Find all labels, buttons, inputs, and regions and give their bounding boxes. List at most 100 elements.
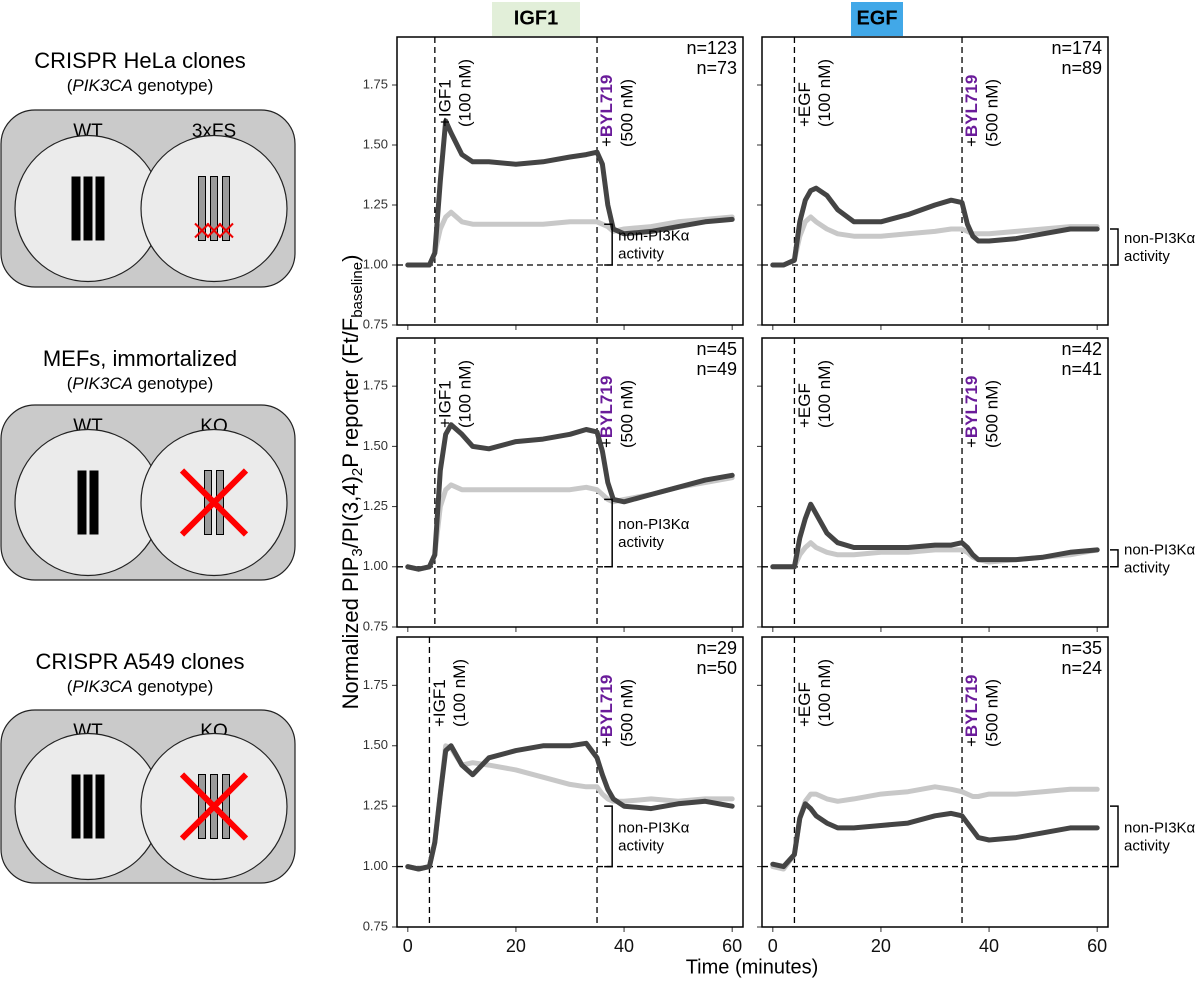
- subtitle-part: genotype): [133, 374, 213, 393]
- bracket-label: non-PI3Kα: [618, 516, 690, 533]
- x-tick-label: 60: [722, 936, 742, 956]
- stim-label: +EGF: [795, 383, 814, 428]
- n-label: n=29: [696, 638, 737, 658]
- series-line: [405, 422, 735, 572]
- stim-label: +IGF1: [430, 679, 449, 727]
- n-label: n=174: [1051, 38, 1102, 58]
- stim-dose: (100 nM): [815, 59, 834, 127]
- inhibitor-dose: (500 nM): [983, 380, 1002, 448]
- inhibitor-label-part: +: [963, 737, 982, 747]
- bracket: [1110, 805, 1119, 868]
- subtitle-part: (: [67, 374, 73, 393]
- bracket-label: activity: [1124, 559, 1170, 576]
- stim-label: +EGF: [795, 82, 814, 127]
- stim-dose: (100 nM): [455, 59, 474, 127]
- series-line: [770, 501, 1100, 570]
- y-tick-label: 1.75: [363, 677, 388, 692]
- chromosome: [83, 774, 93, 839]
- n-label: n=41: [1061, 359, 1102, 379]
- subtitle-part: (: [67, 677, 73, 696]
- bracket-label: non-PI3Kα: [1124, 230, 1196, 247]
- y-label-part: P reporter (Ft/F: [338, 318, 363, 468]
- y-tick-label: 1.00: [363, 256, 388, 271]
- bracket: [604, 223, 613, 266]
- inhibitor-label-part: BYL719: [963, 675, 982, 737]
- inhibitor-label-part: +: [598, 137, 617, 147]
- panel-frame: [761, 636, 1109, 928]
- diagram-subtitle: (PIK3CA genotype): [67, 374, 214, 393]
- chromosome: [71, 774, 81, 839]
- series-line: [405, 743, 735, 872]
- cell: [14, 428, 162, 577]
- bracket-label: activity: [618, 534, 664, 551]
- x-tick-label: 60: [1087, 936, 1107, 956]
- n-label: n=45: [696, 339, 737, 359]
- inhibitor-label: +BYL719: [963, 675, 982, 747]
- y-axis-label: Normalized PIP3/PI(3,4)2P reporter (Ft/F…: [338, 255, 366, 710]
- bracket-label: activity: [1124, 248, 1170, 265]
- y-label-part: Normalized PIP: [338, 557, 363, 710]
- stim-dose: (100 nM): [815, 360, 834, 428]
- panel-frame: [396, 636, 744, 928]
- col-title: EGF: [856, 7, 897, 29]
- knockout-cross: [179, 772, 249, 841]
- bracket-label: non-PI3Kα: [1124, 541, 1196, 558]
- bracket-label: activity: [618, 837, 664, 854]
- y-tick-label: 1.25: [363, 196, 388, 211]
- bracket: [1110, 228, 1119, 266]
- inhibitor-label: +BYL719: [963, 75, 982, 147]
- panel-frame: [396, 36, 744, 326]
- inhibitor-label-part: +: [598, 438, 617, 448]
- n-label: n=49: [696, 359, 737, 379]
- inhibitor-dose: (500 nM): [618, 679, 637, 747]
- y-tick-label: 1.75: [363, 378, 388, 393]
- panel-frame: [396, 337, 744, 628]
- bracket: [1110, 549, 1119, 568]
- stim-dose: (100 nM): [450, 659, 469, 727]
- chromosome: [198, 176, 206, 241]
- n-label: n=42: [1061, 339, 1102, 359]
- inhibitor-label-part: BYL719: [963, 75, 982, 137]
- inhibitor-label: +BYL719: [598, 376, 617, 448]
- inhibitor-label-part: +: [963, 137, 982, 147]
- y-tick-label: 1.25: [363, 498, 388, 513]
- n-label: n=24: [1061, 658, 1102, 678]
- inhibitor-label-part: BYL719: [598, 75, 617, 137]
- chromosome: [71, 176, 81, 241]
- panel-frame: [761, 337, 1109, 628]
- n-label: n=89: [1061, 58, 1102, 78]
- chromosome: [222, 774, 230, 839]
- x-tick-label: 40: [979, 936, 999, 956]
- y-tick-label: 1.25: [363, 798, 388, 813]
- subtitle-part: PIK3CA: [72, 76, 132, 95]
- y-tick-label: 1.50: [363, 136, 388, 151]
- inhibitor-label-part: BYL719: [598, 376, 617, 438]
- n-label: n=35: [1061, 638, 1102, 658]
- inhibitor-dose: (500 nM): [618, 380, 637, 448]
- y-tick-label: 0.75: [363, 316, 388, 331]
- inhibitor-label: +BYL719: [963, 376, 982, 448]
- subtitle-part: genotype): [133, 677, 213, 696]
- x-tick-label: 40: [614, 936, 634, 956]
- chromosome: [222, 176, 230, 241]
- y-label-subscript: 2: [349, 468, 366, 476]
- y-label-subscript: baseline: [349, 262, 366, 318]
- x-tick-label: 20: [506, 936, 526, 956]
- bracket-label: non-PI3Kα: [618, 228, 690, 245]
- subtitle-part: PIK3CA: [72, 374, 132, 393]
- diagram-title: MEFs, immortalized: [43, 346, 237, 371]
- n-label: n=73: [696, 58, 737, 78]
- knockout-cross: [179, 468, 249, 537]
- col-title-bg: [851, 2, 903, 36]
- y-label-subscript: 3: [349, 548, 366, 556]
- stim-label: +IGF1: [435, 380, 454, 428]
- series-line: [770, 185, 1100, 268]
- col-title-bg: [492, 2, 580, 36]
- inhibitor-dose: (500 nM): [983, 79, 1002, 147]
- y-tick-label: 0.75: [363, 618, 388, 633]
- chromosome: [95, 774, 105, 839]
- bracket-label: non-PI3Kα: [1124, 819, 1196, 836]
- bracket-label: activity: [618, 246, 664, 263]
- bracket-label: non-PI3Kα: [618, 819, 690, 836]
